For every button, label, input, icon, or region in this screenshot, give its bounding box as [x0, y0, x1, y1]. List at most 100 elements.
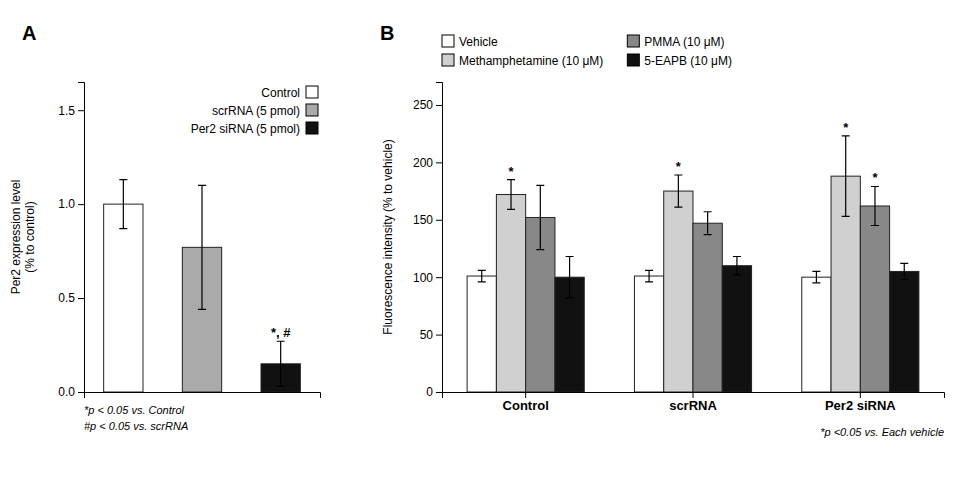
y-axis-title: Fluorescence intensity (% to vehicle): [381, 139, 395, 334]
title: B: [380, 22, 394, 44]
y-tick-label: 1.5: [58, 104, 75, 118]
y-tick-mark: [436, 105, 442, 106]
x-tick: scrRNA: [669, 392, 717, 413]
y-tick-mark: [78, 204, 84, 205]
y-tick: 100: [413, 271, 442, 285]
error-bar: [566, 257, 574, 298]
x-tick-label: Control: [503, 398, 549, 413]
y-tick-label: 150: [413, 213, 433, 227]
x-tick-mark: [693, 392, 694, 398]
legend-item: 5-EAPB (10 μM): [627, 54, 732, 68]
significance-label: *: [508, 164, 514, 179]
y-tick-mark: [78, 298, 84, 299]
title: A: [22, 22, 36, 44]
bar: [693, 223, 722, 392]
legend-item: Methamphetamine (10 μM): [442, 54, 603, 68]
x-axis-line: [443, 393, 945, 399]
y-tick-label: 0: [426, 385, 433, 399]
bar: [496, 195, 525, 392]
x-axis: [85, 393, 321, 399]
y-tick-mark: [436, 392, 442, 393]
legend-item: Vehicle: [442, 35, 498, 49]
error-bar: [871, 186, 879, 225]
y-tick: 0: [426, 385, 442, 399]
legend-item: Control: [261, 86, 318, 100]
x-axis: Control scrRNA Per2 siRNA: [443, 392, 945, 413]
legend-swatch: [627, 54, 639, 66]
y-axis-title: Per2 expression level(% to control): [9, 180, 37, 295]
y-tick-label: 250: [413, 98, 433, 112]
y-tick: 0.0: [58, 385, 84, 399]
bar: [634, 276, 663, 392]
bar: [860, 206, 889, 392]
error-bar: [733, 257, 741, 275]
legend-item: Per2 siRNA (5 pmol): [191, 122, 318, 136]
error-bar: [119, 180, 127, 229]
figure: *, #0.00.51.01.5Per2 expression level(% …: [0, 0, 958, 478]
significance-label: *, #: [271, 325, 291, 340]
legend-label: Control: [261, 86, 300, 100]
y-tick-label: 50: [420, 328, 434, 342]
mark-texts: *, #: [271, 325, 291, 340]
x-tick-label: scrRNA: [669, 398, 717, 413]
legend-item: PMMA (10 μM): [627, 35, 724, 49]
error-bar: [674, 175, 682, 207]
legend: Control scrRNA (5 pmol) Per2 siRNA (5 pmol…: [191, 86, 318, 136]
legend-label: Per2 siRNA (5 pmol): [191, 122, 300, 136]
error-bar: [645, 270, 653, 281]
error-bar: [507, 180, 515, 210]
y-tick: 1.0: [58, 197, 84, 211]
error-bar: [704, 212, 712, 235]
y-tick-label: 100: [413, 271, 433, 285]
y-tick-mark: [78, 110, 84, 111]
significance-label: *: [676, 159, 682, 174]
y-tick-label: 1.0: [58, 197, 75, 211]
bar: [890, 271, 919, 392]
legend-label: Methamphetamine (10 μM): [459, 54, 603, 68]
error-bar: [842, 136, 850, 216]
bar: [467, 276, 496, 392]
y-tick-mark: [436, 277, 442, 278]
legend-label: scrRNA (5 pmol): [212, 104, 300, 118]
x-tick-mark: [525, 392, 526, 398]
legend-swatch: [627, 35, 639, 47]
y-tick-mark: [436, 220, 442, 221]
error-bar: [536, 185, 544, 249]
bar: [104, 204, 143, 392]
y-tick-mark: [436, 335, 442, 336]
error-bar: [900, 263, 908, 279]
significance-label: *: [872, 170, 878, 185]
y-tick-label: 200: [413, 156, 433, 170]
legend-label: 5-EAPB (10 μM): [644, 54, 732, 68]
x-tick: Control: [503, 392, 549, 413]
x-tick-label: Per2 siRNA: [825, 398, 896, 413]
plot-area: [104, 180, 301, 392]
y-tick: 200: [413, 156, 442, 170]
y-tick: 1.5: [58, 104, 84, 118]
mark-texts: * * * *: [508, 120, 878, 186]
y-axis: 0.00.51.01.5: [58, 83, 84, 400]
panel: * * * * 0 50 100 150 200 250 Control scrRNA Per2 siR…: [380, 22, 945, 438]
bar: [802, 277, 831, 392]
legend-swatch: [306, 122, 318, 134]
annotation: *p < 0.05 vs. Control: [84, 404, 185, 416]
y-tick: 150: [413, 213, 442, 227]
bar: [722, 266, 751, 392]
error-bar: [277, 341, 285, 386]
significance-label: *: [843, 120, 849, 135]
legend-swatch: [442, 54, 454, 66]
error-bar: [198, 185, 206, 309]
legend-label: Vehicle: [459, 35, 498, 49]
bar: [664, 191, 693, 392]
error-bar: [812, 271, 820, 282]
legend-swatch: [306, 104, 318, 116]
y-tick-mark: [78, 392, 84, 393]
x-tick: Per2 siRNA: [825, 392, 896, 413]
x-tick-mark: [860, 392, 861, 398]
error-bar: [478, 270, 486, 281]
y-tick: 250: [413, 98, 442, 112]
legend: Vehicle Methamphetamine (10 μM) PMMA (10 μ…: [442, 35, 732, 68]
legend-label: PMMA (10 μM): [644, 35, 724, 49]
y-tick-mark: [436, 162, 442, 163]
annotation: *p <0.05 vs. Each vehicle: [820, 426, 944, 438]
